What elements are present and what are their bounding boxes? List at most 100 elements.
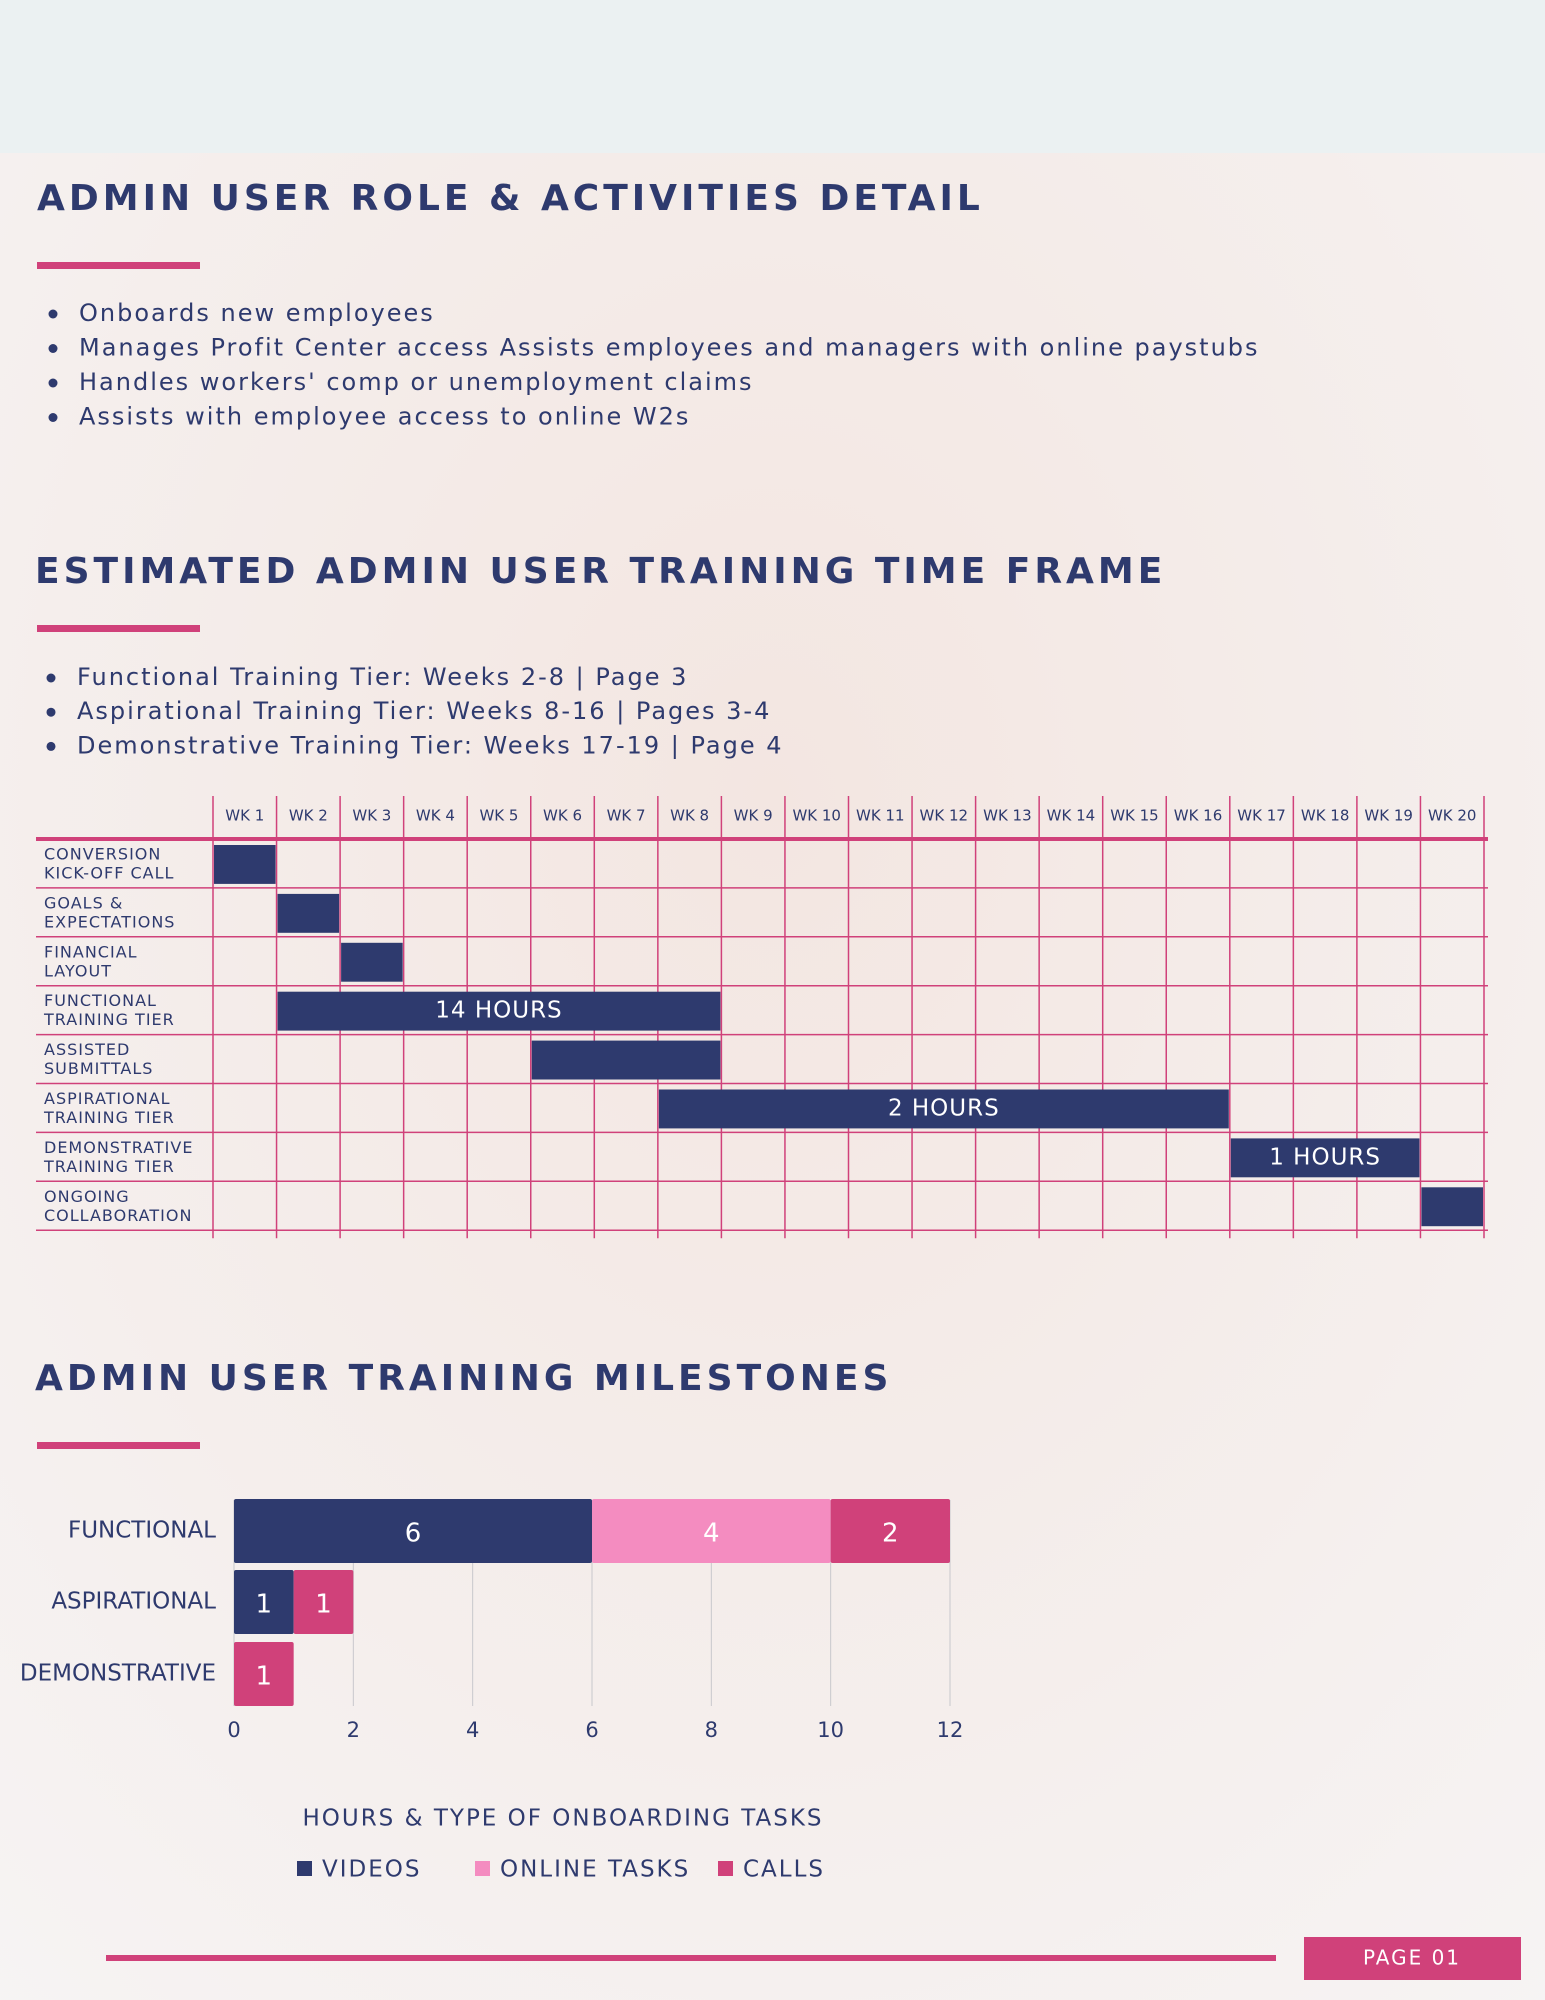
bullet-text: Manages Profit Center access Assists emp… <box>79 334 1260 362</box>
legend-swatch <box>475 1861 490 1876</box>
week-label: WK 2 <box>289 807 328 825</box>
x-tick-label: 2 <box>347 1718 360 1742</box>
bullet-text: Aspirational Training Tier: Weeks 8-16 |… <box>77 697 771 725</box>
week-label: WK 7 <box>607 807 646 825</box>
bullet-text: Assists with employee access to online W… <box>79 403 690 431</box>
value-label: 1 <box>315 1590 332 1620</box>
week-label: WK 15 <box>1110 807 1159 825</box>
row-label: FINANCIAL <box>44 942 138 961</box>
week-label: WK 10 <box>792 807 841 825</box>
bullet-text: Demonstrative Training Tier: Weeks 17-19… <box>77 731 784 759</box>
legend-swatch <box>297 1861 312 1876</box>
bar-label: 2 HOURS <box>888 1095 1000 1121</box>
y-tick-label: FUNCTIONAL <box>68 1518 216 1544</box>
week-label: WK 6 <box>543 807 582 825</box>
gantt-bar <box>658 1089 1229 1129</box>
week-label: WK 14 <box>1047 807 1096 825</box>
week-label: WK 4 <box>416 807 455 825</box>
row-label: KICK-OFF CALL <box>44 864 174 883</box>
bar-segment <box>234 1570 294 1634</box>
bullet-text: Functional Training Tier: Weeks 2-8 | Pa… <box>77 663 688 691</box>
x-tick-label: 10 <box>817 1718 844 1742</box>
legend-swatch <box>718 1861 733 1876</box>
x-axis-label: HOURS & TYPE OF ONBOARDING TASKS <box>302 1806 823 1832</box>
gantt-bar <box>1230 1138 1420 1178</box>
week-label: WK 19 <box>1364 807 1413 825</box>
gantt-bar <box>1421 1187 1483 1227</box>
bullet-dot <box>48 344 58 353</box>
week-label: WK 17 <box>1237 807 1286 825</box>
section-title: ESTIMATED ADMIN USER TRAINING TIME FRAME <box>35 551 1166 592</box>
bar-label: 14 HOURS <box>435 998 562 1024</box>
value-label: 1 <box>256 1590 273 1620</box>
week-label: WK 5 <box>479 807 518 825</box>
week-label: WK 9 <box>734 807 773 825</box>
row-label: GOALS & <box>44 893 123 912</box>
gantt-bar <box>531 1040 721 1080</box>
rule <box>37 1442 200 1449</box>
week-label: WK 12 <box>920 807 969 825</box>
value-label: 1 <box>256 1662 273 1692</box>
page-number: PAGE 01 <box>1363 1946 1461 1970</box>
value-label: 6 <box>405 1519 422 1549</box>
gantt-bar <box>277 893 340 933</box>
week-label: WK 13 <box>983 807 1032 825</box>
bar-segment <box>830 1499 950 1563</box>
row-label: COLLABORATION <box>44 1206 192 1225</box>
bar-segment <box>592 1499 831 1563</box>
row-label: TRAINING TIER <box>43 1108 175 1127</box>
bar-segment <box>234 1499 592 1563</box>
row-label: LAYOUT <box>44 961 112 980</box>
bullet-text: Onboards new employees <box>79 299 435 327</box>
value-label: 4 <box>703 1519 720 1549</box>
section-title: ADMIN USER TRAINING MILESTONES <box>35 1358 892 1399</box>
bullet-dot <box>48 309 58 319</box>
legend-label: ONLINE TASKS <box>500 1857 690 1883</box>
x-tick-label: 12 <box>937 1718 964 1742</box>
legend-label: CALLS <box>743 1857 825 1883</box>
y-tick-label: DEMONSTRATIVE <box>20 1661 216 1687</box>
bar-label: 1 HOURS <box>1269 1144 1381 1170</box>
gantt-bar <box>277 991 721 1031</box>
x-tick-label: 8 <box>705 1718 718 1742</box>
bullet-dot <box>48 378 58 388</box>
rule <box>37 262 200 269</box>
row-label: EXPECTATIONS <box>44 912 175 931</box>
bar-segment <box>234 1642 294 1706</box>
bullet-dot <box>46 707 56 717</box>
gantt-bar <box>341 942 403 982</box>
bar-segment <box>293 1570 354 1634</box>
x-tick-label: 0 <box>227 1718 240 1742</box>
row-label: DEMONSTRATIVE <box>44 1138 193 1157</box>
week-label: WK 8 <box>670 807 709 825</box>
row-label: ASPIRATIONAL <box>44 1089 171 1108</box>
row-label: TRAINING TIER <box>43 1157 175 1176</box>
section-title: ADMIN USER ROLE & ACTIVITIES DETAIL <box>37 178 984 219</box>
row-label: ASSISTED <box>44 1040 130 1059</box>
page-box <box>1304 1937 1521 1980</box>
row-label: FUNCTIONAL <box>44 991 157 1010</box>
week-label: WK 18 <box>1301 807 1350 825</box>
footer-rule <box>106 1955 1276 1961</box>
week-label: WK 16 <box>1174 807 1223 825</box>
row-label: CONVERSION <box>44 845 161 864</box>
gantt-bar <box>214 845 276 884</box>
week-label: WK 20 <box>1428 807 1477 825</box>
y-tick-label: ASPIRATIONAL <box>51 1589 216 1615</box>
bullet-dot <box>46 673 56 683</box>
bullet-dot <box>46 741 56 751</box>
legend-label: VIDEOS <box>322 1857 421 1883</box>
x-tick-label: 6 <box>585 1718 598 1742</box>
x-tick-label: 4 <box>466 1718 479 1742</box>
week-label: WK 11 <box>856 807 905 825</box>
week-label: WK 3 <box>352 807 391 825</box>
week-label: WK 1 <box>225 807 264 825</box>
value-label: 2 <box>882 1519 899 1549</box>
bullet-dot <box>48 413 58 422</box>
top-band <box>0 0 1545 153</box>
row-label: TRAINING TIER <box>43 1010 175 1029</box>
rule <box>37 625 200 632</box>
bullet-text: Handles workers' comp or unemployment cl… <box>79 368 754 396</box>
row-label: ONGOING <box>44 1187 130 1206</box>
